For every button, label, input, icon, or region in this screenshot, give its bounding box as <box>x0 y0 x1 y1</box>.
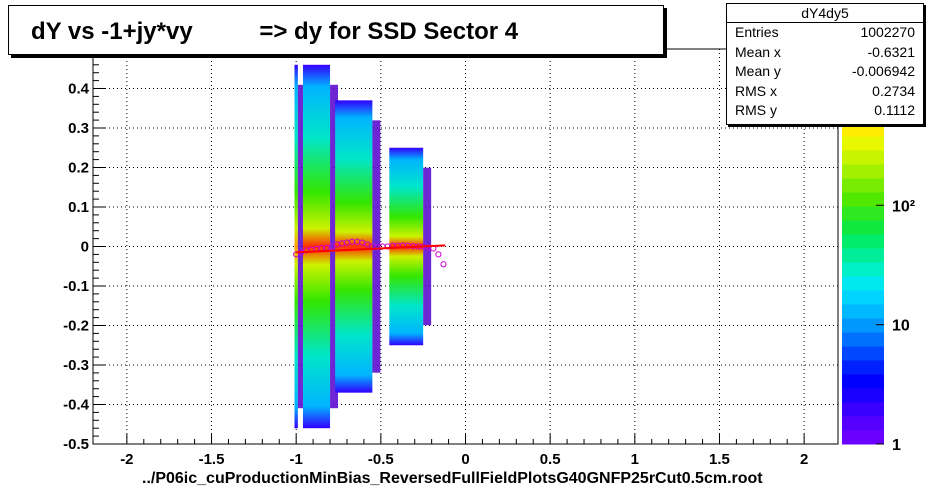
profile-point <box>359 239 366 246</box>
stat-label: Mean y <box>735 63 781 79</box>
band-fringe <box>297 84 306 409</box>
colorbar: 1 10 10² <box>842 80 915 454</box>
colorbar-segment <box>842 276 884 291</box>
chart-title: dY vs -1+jy*vy => dy for SSD Sector 4 <box>31 18 519 45</box>
stats-box: dY4dy5 Entries 1002270 Mean x -0.6321 Me… <box>726 3 924 125</box>
x-tick-label: -0.5 <box>368 451 394 468</box>
colorbar-segment <box>842 416 884 431</box>
colorbar-segment <box>842 234 884 249</box>
colorbar-segment <box>842 304 884 319</box>
density-band <box>335 100 373 393</box>
chart-title-box: dY vs -1+jy*vy => dy for SSD Sector 4 <box>8 5 664 55</box>
y-tick-label: 0.1 <box>68 199 89 216</box>
x-tick-label: 1.5 <box>709 451 730 468</box>
stat-value: 1002270 <box>860 24 915 40</box>
y-tick-label: -0.3 <box>63 357 89 374</box>
y-tick-label: 0 <box>81 239 89 256</box>
colorbar-segment <box>842 136 884 151</box>
profile-point <box>364 241 371 248</box>
colorbar-segment <box>842 150 884 165</box>
x-tick-label: 0.5 <box>540 451 561 468</box>
y-tick-label: 0.3 <box>68 120 89 137</box>
stat-row-mean-y: Mean y -0.006942 <box>727 62 923 82</box>
y-tick-label: 0.2 <box>68 160 89 177</box>
x-tick-label: 2 <box>800 451 808 468</box>
x-tick-label: -2 <box>120 451 133 468</box>
colorbar-segment <box>842 402 884 417</box>
stat-label: RMS y <box>735 102 777 118</box>
stat-value: -0.006942 <box>851 63 915 79</box>
grid-lines <box>93 49 838 445</box>
colorbar-segment <box>842 430 884 445</box>
stat-value: 0.2734 <box>872 82 915 99</box>
y-tick-label: 0.4 <box>68 81 90 98</box>
stat-row-mean-x: Mean x -0.6321 <box>727 43 923 63</box>
band-fringe <box>372 120 381 373</box>
colorbar-segment <box>842 206 884 221</box>
colorbar-segment <box>842 388 884 403</box>
density-band <box>294 64 298 429</box>
y-tick-label: -0.2 <box>63 318 89 335</box>
colorbar-segment <box>842 290 884 305</box>
colorbar-segment <box>842 122 884 137</box>
colorbar-segment <box>842 248 884 263</box>
stat-row-entries: Entries 1002270 <box>727 23 923 43</box>
stat-label: Entries <box>735 24 779 40</box>
colorbar-segment <box>842 220 884 235</box>
x-tick-label: 1 <box>631 451 639 468</box>
stat-label: RMS x <box>735 82 777 99</box>
stat-value: -0.6321 <box>867 43 915 60</box>
profile-point <box>435 251 442 258</box>
colorbar-segment <box>842 192 884 207</box>
colorbar-label: 10² <box>892 198 915 215</box>
y-tick-label: -0.4 <box>63 397 90 414</box>
y-tick-label: -0.1 <box>63 278 89 295</box>
colorbar-segment <box>842 346 884 361</box>
stat-label: Mean x <box>735 43 781 60</box>
stats-box-name: dY4dy5 <box>727 4 923 23</box>
colorbar-segment <box>842 318 884 333</box>
profile-point <box>328 243 335 250</box>
stat-row-rms-x: RMS x 0.2734 <box>727 82 923 102</box>
x-tick-label: 0 <box>461 451 469 468</box>
colorbar-label: 10 <box>892 318 910 335</box>
stat-row-rms-y: RMS y 0.1112 <box>727 101 923 121</box>
colorbar-segment <box>842 178 884 193</box>
fit-line-segment <box>296 244 446 254</box>
colorbar-label: 1 <box>892 437 901 454</box>
profile-point <box>440 261 447 268</box>
x-tick-label: -1.5 <box>199 451 225 468</box>
colorbar-segment <box>842 374 884 389</box>
x-tick-label: -1 <box>290 451 303 468</box>
fit-line <box>296 244 446 254</box>
y-axis-ticks: -0.5 -0.4 -0.3 -0.2 -0.1 0 0.1 0.2 0.3 0.4 <box>63 56 105 453</box>
y-tick-label: -0.5 <box>63 436 89 453</box>
x-axis-ticks: -2 -1.5 -1 -0.5 0 0.5 1 1.5 2 <box>120 434 808 468</box>
stat-value: 0.1112 <box>874 102 915 118</box>
colorbar-segment <box>842 332 884 347</box>
colorbar-segment <box>842 360 884 375</box>
colorbar-segment <box>842 262 884 277</box>
file-label: ../P06ic_cuProductionMinBias_ReversedFul… <box>142 470 763 487</box>
colorbar-segment <box>842 164 884 179</box>
